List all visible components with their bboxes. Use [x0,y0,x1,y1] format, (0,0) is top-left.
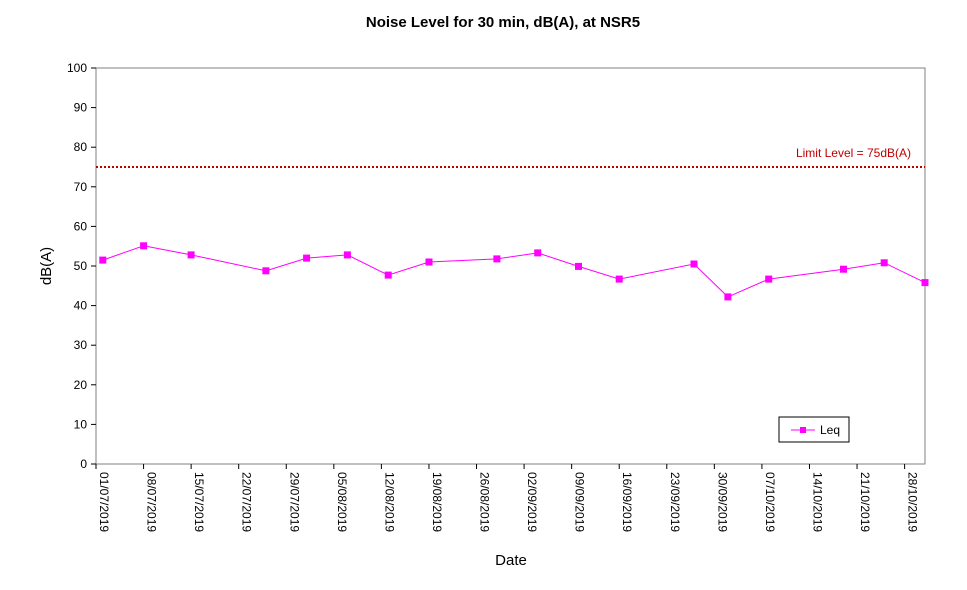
x-tick-label: 28/10/2019 [906,472,920,532]
data-point [493,255,501,263]
data-point [921,279,929,287]
x-tick-label: 19/08/2019 [430,472,444,532]
legend-label-leq: Leq [820,423,840,437]
y-tick-label: 0 [80,457,87,471]
x-tick-label: 08/07/2019 [145,472,159,532]
data-point [303,254,311,262]
data-point [262,267,270,275]
y-axis: 0 10 20 30 40 50 60 70 80 90 100 [67,61,96,471]
x-tick-label: 12/08/2019 [382,472,396,532]
y-tick-label: 80 [74,140,88,154]
data-point [187,251,195,259]
x-tick-label: 14/10/2019 [810,472,824,532]
x-tick-label: 01/07/2019 [97,472,111,532]
x-axis-title: Date [495,552,527,569]
y-tick-label: 20 [74,378,88,392]
reference-lines: Limit Level = 75dB(A) [96,146,925,168]
y-tick-label: 30 [74,338,88,352]
y-tick-label: 10 [74,417,88,431]
data-point [99,256,107,264]
y-tick-label: 70 [74,180,88,194]
data-point [840,265,847,273]
x-axis: 01/07/2019 08/07/2019 15/07/2019 22/07/2019… [95,464,920,532]
data-point [140,242,148,250]
data-point [343,251,351,259]
x-tick-label: 29/07/2019 [287,472,301,532]
limit-label: Limit Level = 75dB(A) [796,146,911,160]
data-point [425,258,433,266]
y-tick-label: 60 [74,219,88,233]
y-tick-label: 50 [74,259,88,273]
series-layer [99,242,929,301]
x-tick-label: 22/07/2019 [240,472,254,532]
data-point [615,275,623,283]
x-tick-label: 15/07/2019 [192,472,206,532]
data-point [534,249,542,257]
data-point [384,271,392,279]
y-tick-label: 90 [74,101,88,115]
chart-title: Noise Level for 30 min, dB(A), at NSR5 [366,14,640,31]
series-line-leq [102,245,926,298]
data-point [575,262,582,270]
x-tick-label: 05/08/2019 [335,472,349,532]
data-point [880,259,888,267]
x-tick-label: 23/09/2019 [668,472,682,532]
x-tick-label: 09/09/2019 [573,472,587,532]
legend: Leq [778,416,850,443]
legend-marker-leq [800,427,806,433]
data-point [765,275,773,283]
x-tick-label: 16/09/2019 [620,472,634,532]
x-tick-label: 07/10/2019 [763,472,777,532]
y-tick-label: 100 [67,61,87,75]
x-tick-label: 02/09/2019 [525,472,539,532]
x-tick-label: 26/08/2019 [478,472,492,532]
y-axis-title: dB(A) [38,247,55,285]
plot-area [95,67,926,465]
x-tick-label: 30/09/2019 [715,472,729,532]
data-point [690,260,698,268]
y-tick-label: 40 [74,299,88,313]
data-point [724,293,732,301]
x-tick-label: 21/10/2019 [858,472,872,532]
